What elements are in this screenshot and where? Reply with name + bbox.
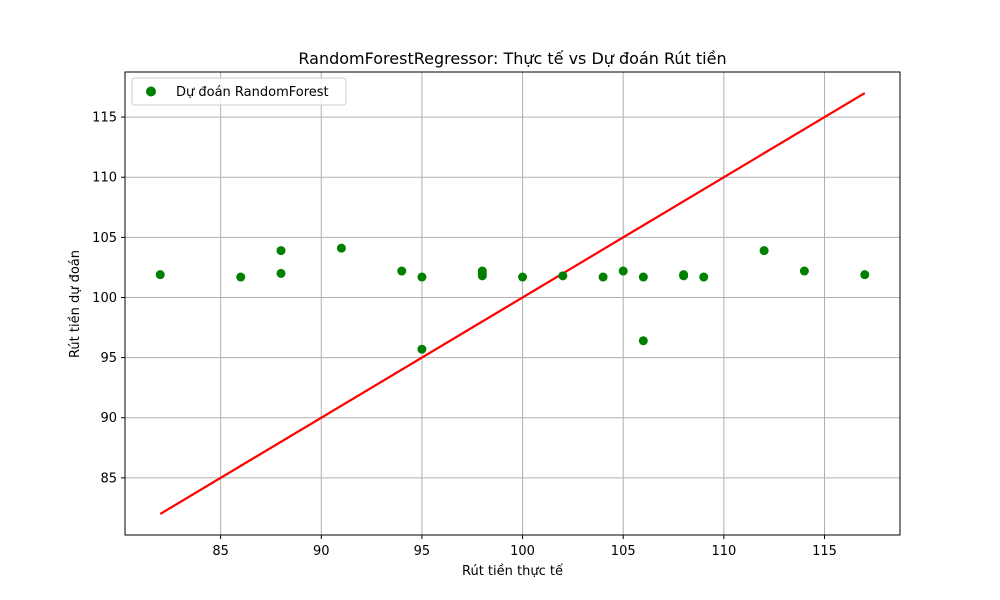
data-point (799, 266, 809, 276)
x-tick-label: 90 (313, 544, 330, 559)
data-point (558, 271, 568, 281)
ticks: 85 90 95 100 105 110 115 85 90 95 100 105 110 115 (92, 111, 837, 559)
reference-line (159, 92, 866, 515)
y-tick-label: 115 (92, 111, 117, 126)
data-point (638, 272, 648, 282)
x-tick-label: 105 (611, 544, 636, 559)
data-point (276, 246, 286, 256)
y-tick-label: 85 (100, 471, 117, 486)
y-tick-label: 100 (92, 291, 117, 306)
data-point (518, 272, 528, 282)
data-point (759, 246, 769, 256)
x-tick-label: 95 (414, 544, 431, 559)
chart-title: RandomForestRegressor: Thực tế vs Dự đoá… (298, 49, 726, 68)
data-point (276, 268, 286, 278)
legend-label: Dự đoán RandomForest (176, 85, 329, 100)
grid (125, 72, 900, 535)
data-point (598, 272, 608, 282)
x-tick-label: 110 (711, 544, 736, 559)
plot-area-frame (124, 71, 901, 536)
legend-box (131, 77, 347, 106)
x-tick-label: 115 (812, 544, 837, 559)
data-point (699, 272, 709, 282)
y-tick-label: 105 (92, 231, 117, 246)
data-point (860, 270, 870, 280)
data-point (679, 271, 689, 281)
data-point (477, 271, 487, 281)
data-point (236, 272, 246, 282)
y-tick-label: 90 (100, 411, 117, 426)
data-point (417, 272, 427, 282)
y-axis-label: Rút tiền dự đoán (68, 250, 83, 358)
points-layer (155, 243, 870, 354)
y-tick-label: 110 (92, 171, 117, 186)
x-tick-label: 85 (212, 544, 229, 559)
y-tick-label: 95 (100, 351, 117, 366)
data-point (336, 243, 346, 253)
x-axis-label: Rút tiền thực tế (462, 564, 563, 579)
reference-line-layer (159, 92, 866, 515)
legend-marker (146, 86, 156, 97)
data-point (618, 266, 628, 276)
legend: Dự đoán RandomForest (131, 77, 347, 106)
x-tick-label: 100 (510, 544, 535, 559)
data-point (155, 270, 165, 280)
data-point (638, 336, 648, 346)
data-point (417, 344, 427, 354)
data-point (397, 266, 407, 276)
